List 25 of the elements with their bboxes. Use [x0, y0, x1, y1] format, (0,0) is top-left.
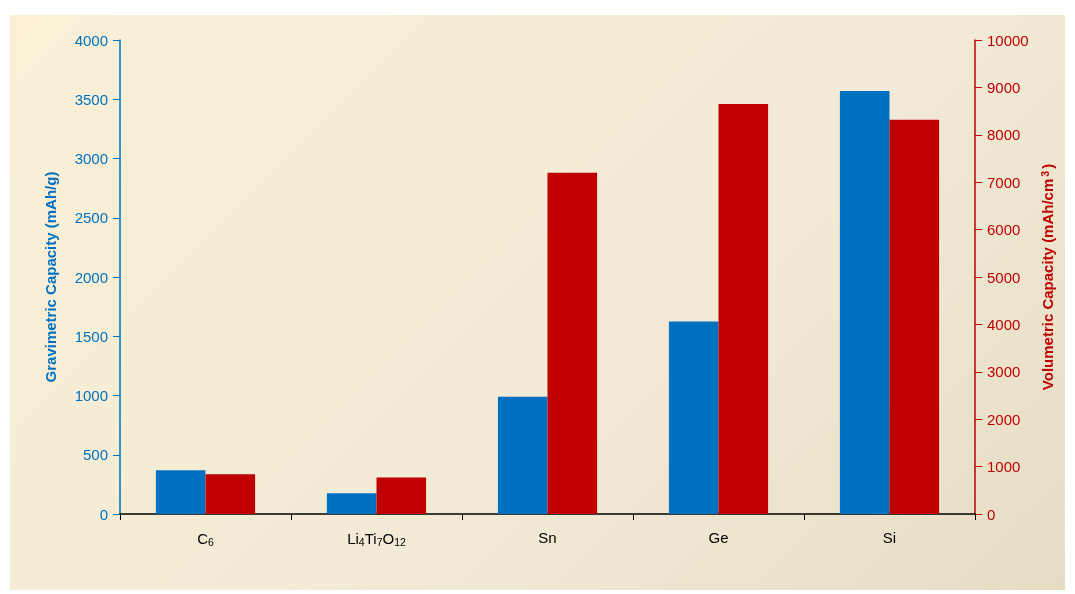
y2-tick-label: 9000 — [987, 78, 1021, 96]
y2-axis-title: Volumetric Capacity (mAh/cm3) — [1039, 163, 1057, 391]
y-axis-title: Gravimetric Capacity (mAh/g) — [42, 171, 59, 383]
y-tick-label: 3500 — [74, 90, 108, 108]
y2-tick-label: 1000 — [987, 458, 1021, 476]
x-tick-label: Si — [882, 529, 897, 546]
y2-tick-label: 8000 — [987, 126, 1021, 144]
y-tick-label: 3000 — [74, 150, 108, 167]
y2-tick-label: 0 — [987, 505, 996, 523]
y-tick-label: 4000 — [74, 31, 108, 49]
x-tick-label: Ge — [708, 529, 729, 546]
y-tick-label: 2500 — [74, 209, 108, 227]
y-tick-label: 1000 — [74, 387, 108, 404]
y2-tick-label: 3000 — [987, 363, 1021, 381]
y2-tick-label: 4000 — [987, 315, 1021, 333]
y2-tick-label: 7000 — [987, 173, 1021, 191]
y2-tick-label: 6000 — [987, 221, 1021, 239]
y2-tick-label: 10000 — [987, 31, 1029, 49]
y2-tick-label: 5000 — [987, 268, 1021, 286]
y2-tick-label: 2000 — [987, 410, 1021, 428]
y-tick-label: 2000 — [74, 268, 108, 286]
y-tick-label: 500 — [82, 446, 108, 464]
x-tick-label: Sn — [538, 529, 557, 546]
y-tick-label: 1500 — [74, 327, 108, 345]
y-tick-label: 0 — [99, 505, 108, 523]
